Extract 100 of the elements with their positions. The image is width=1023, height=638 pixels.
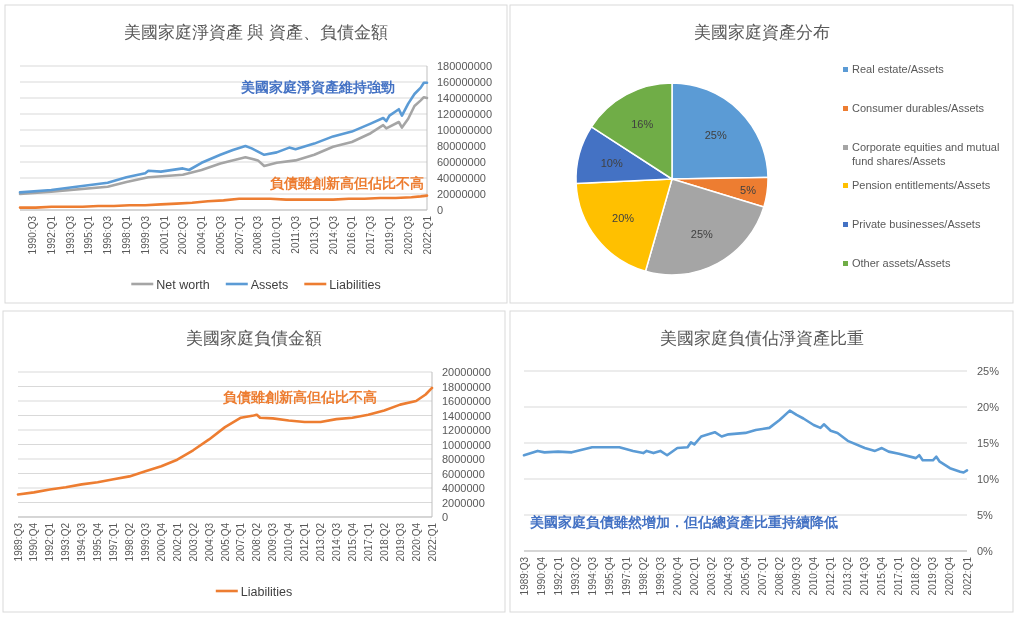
y-tick-label: 60000000	[437, 156, 486, 168]
x-tick-label: 1990:Q4	[28, 522, 40, 562]
x-tick-label: 2014:Q3	[327, 215, 339, 255]
x-tick-label: 2015:Q4	[346, 522, 358, 562]
y-tick-label: 0	[437, 204, 444, 216]
y-tick-label: 20000000	[442, 366, 491, 378]
x-tick-label: 2013:Q2	[842, 556, 854, 596]
data-label: 10%	[600, 156, 623, 169]
data-label: 5%	[740, 183, 757, 196]
legend-label: Corporate equities and mutual fund shares/Assets	[852, 141, 1000, 167]
y-tick-label: 6000000	[442, 467, 485, 480]
legend-label: Net worth	[156, 277, 210, 292]
x-tick-label: 1999:Q3	[139, 522, 151, 562]
y-tick-label: 8000000	[442, 453, 485, 465]
x-tick-label: 2004:Q1	[196, 215, 208, 255]
x-tick-label: 1990:Q3	[27, 215, 39, 255]
x-tick-label: 1989:Q3	[12, 522, 24, 562]
x-tick-label: 2013:Q1	[308, 215, 320, 255]
y-tick-label: 40000000	[437, 172, 486, 184]
x-tick-label: 1998:Q2	[637, 556, 649, 596]
x-tick-label: 1999:Q3	[654, 556, 666, 596]
x-tick-label: 2022:Q1	[961, 556, 973, 596]
y-tick-label: 14000000	[442, 409, 491, 422]
x-tick-label: 2009:Q3	[267, 522, 279, 562]
line-series	[16, 386, 434, 496]
y-tick-label: 180000000	[437, 60, 493, 72]
x-tick-label: 2020:Q3	[402, 215, 414, 255]
x-tick-label: 2007:Q1	[757, 556, 769, 596]
y-tick-label: 100000000	[437, 124, 493, 136]
x-tick-label: 2014:Q3	[330, 522, 342, 562]
x-tick-label: 1994:Q3	[76, 522, 88, 562]
legend-label: Real estate/Assets	[852, 63, 945, 75]
x-tick-label: 1989:Q3	[518, 556, 530, 596]
y-tick-label: 160000000	[437, 76, 493, 88]
x-tick-label: 2018:Q2	[910, 556, 922, 596]
annotation: 負債雖創新高但佔比不高	[223, 389, 377, 405]
x-tick-label: 2005:Q3	[214, 215, 226, 255]
x-tick-label: 1993:Q2	[60, 522, 72, 562]
chart-title: 美國家庭負債金額	[186, 329, 322, 348]
x-tick-label: 2000:Q4	[671, 556, 683, 596]
chart-title: 美國家庭淨資產 與 資產、負債金額	[123, 23, 389, 42]
x-tick-label: 2013:Q2	[315, 522, 327, 562]
data-label: 25%	[690, 227, 714, 240]
x-tick-label: 2001:Q1	[158, 215, 170, 255]
x-tick-label: 2007:Q1	[235, 522, 247, 562]
x-tick-label: 1992:Q1	[45, 215, 57, 255]
annotation: 美國家庭負債雖然增加．但佔總資產比重持續降低	[529, 514, 838, 530]
x-tick-label: 2007:Q1	[233, 215, 245, 255]
y-tick-label: 0	[442, 511, 449, 523]
x-tick-label: 2008:Q2	[774, 556, 786, 596]
x-tick-label: 2015:Q4	[876, 556, 888, 596]
x-tick-label: 2008:Q3	[252, 215, 264, 255]
x-tick-label: 2014:Q3	[859, 556, 871, 596]
y-tick-label: 25%	[977, 365, 1000, 377]
x-tick-label: 2018:Q2	[378, 522, 390, 562]
x-tick-label: 2011:Q3	[290, 215, 302, 254]
x-tick-label: 1992:Q1	[44, 522, 56, 562]
x-tick-label: 1995:Q4	[92, 522, 104, 562]
x-tick-label: 2005:Q4	[740, 556, 751, 596]
text: 美國家庭資產分布	[693, 23, 830, 42]
x-tick-label: 1993:Q3	[64, 215, 76, 255]
x-tick-label: 1993:Q2	[569, 556, 581, 596]
x-tick-label: 2004:Q3	[722, 556, 734, 596]
y-tick-label: 10%	[977, 473, 1000, 485]
data-label: 20%	[612, 211, 635, 224]
x-tick-label: 1994:Q3	[586, 556, 598, 596]
y-tick-label: 12000000	[442, 424, 491, 436]
x-tick-label: 2017:Q1	[362, 522, 374, 562]
x-tick-label: 2020:Q4	[944, 556, 956, 596]
x-tick-label: 1995:Q4	[603, 556, 615, 596]
x-tick-label: 2000:Q4	[155, 522, 167, 562]
x-tick-label: 2017:Q1	[893, 556, 905, 596]
y-tick-label: 80000000	[437, 140, 486, 152]
x-tick-label: 2004:Q3	[203, 522, 215, 562]
data-label: 16%	[631, 118, 654, 131]
x-tick-label: 2005:Q4	[219, 522, 231, 562]
x-tick-label: 2002:Q3	[177, 215, 189, 255]
line-series	[522, 409, 969, 474]
annotation: 負債雖創新高但佔比不高	[270, 175, 424, 191]
legend-label: Private businesses/Assets	[852, 218, 981, 230]
x-tick-label: 2019:Q3	[927, 556, 939, 596]
y-tick-label: 4000000	[442, 482, 485, 494]
x-tick-label: 1990:Q4	[535, 556, 547, 596]
y-tick-label: 20%	[977, 401, 1000, 413]
legend-label: Consumer durables/Assets	[852, 102, 985, 114]
x-tick-label: 1997:Q1	[108, 522, 120, 562]
y-tick-label: 140000000	[437, 92, 493, 104]
legend-label: Liabilities	[329, 277, 381, 292]
x-tick-label: 2002:Q1	[688, 556, 700, 596]
x-tick-label: 2016:Q1	[346, 215, 358, 255]
x-tick-label: 2010:Q4	[808, 556, 820, 596]
x-tick-label: 1999:Q3	[139, 215, 151, 255]
x-tick-label: 2022:Q1	[421, 215, 433, 255]
x-tick-label: 1992:Q1	[552, 556, 564, 596]
data-label: 25%	[704, 128, 727, 141]
x-tick-label: 2012:Q1	[825, 556, 837, 596]
y-tick-label: 15%	[977, 437, 1000, 449]
annotation: 美國家庭淨資產維持強勁	[240, 79, 395, 95]
x-tick-label: 2020:Q4	[410, 522, 422, 562]
x-tick-label: 2019:Q3	[394, 522, 406, 562]
